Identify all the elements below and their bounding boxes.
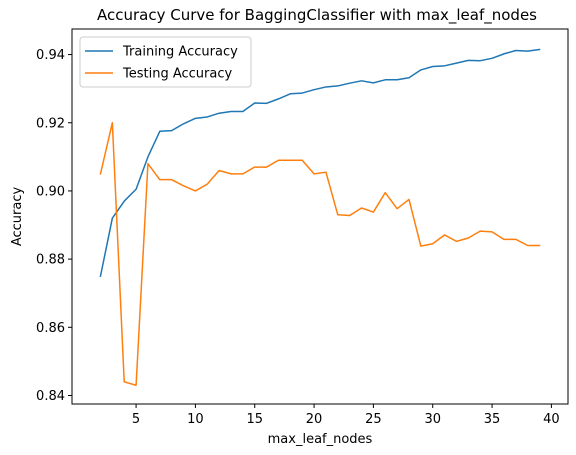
x-tick-label: 40: [543, 412, 560, 427]
x-tick-label: 30: [424, 412, 441, 427]
y-tick-label: 0.86: [36, 321, 65, 336]
y-tick-label: 0.88: [36, 253, 65, 268]
series-line-0: [99, 48, 541, 278]
plot-lines: [99, 48, 541, 386]
x-tick-label: 5: [132, 412, 140, 427]
legend-label-1: Testing Accuracy: [122, 67, 232, 82]
x-tick-label: 15: [246, 412, 263, 427]
x-tick-label: 25: [365, 412, 382, 427]
series-line-1: [99, 122, 541, 386]
y-tick-label: 0.94: [36, 48, 65, 63]
legend-box: [79, 36, 252, 88]
x-axis-title: max_leaf_nodes: [268, 432, 373, 447]
x-axis-ticks: 5 10 15 20 25 30 35 40: [132, 404, 560, 427]
y-tick-label: 0.92: [36, 116, 65, 131]
chart-title: Accuracy Curve for BaggingClassifier wit…: [97, 6, 537, 25]
x-tick-label: 20: [306, 412, 323, 427]
x-tick-label: 35: [484, 412, 501, 427]
legend: Training Accuracy Testing Accuracy: [79, 36, 252, 88]
y-tick-label: 0.90: [36, 184, 65, 199]
x-tick-label: 10: [187, 412, 204, 427]
y-tick-label: 0.84: [36, 389, 65, 404]
legend-label-0: Training Accuracy: [122, 45, 238, 60]
y-axis-title: Accuracy: [10, 187, 25, 247]
y-axis-ticks: 0.84 0.86 0.88 0.90 0.92 0.94: [36, 48, 72, 404]
plot-frame: [71, 28, 569, 405]
